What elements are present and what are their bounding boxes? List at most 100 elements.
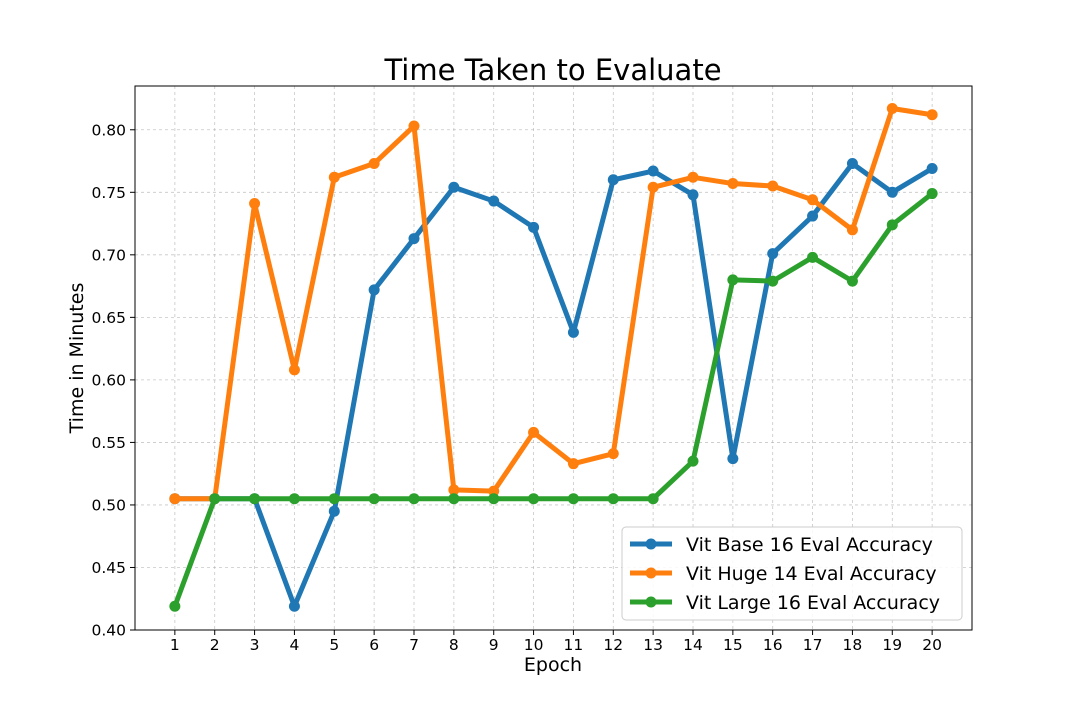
series-line: [172, 191, 935, 609]
legend: Vit Base 16 Eval Accuracy Vit Huge 14 Eva…: [621, 526, 963, 621]
data-point: [727, 274, 739, 286]
data-point: [767, 248, 779, 260]
x-tick-label: 4: [289, 636, 299, 654]
y-tick-label: 0.55: [91, 434, 126, 452]
data-point: [488, 195, 500, 207]
data-point: [647, 493, 659, 505]
x-tick-label: 14: [683, 636, 703, 654]
data-point: [567, 458, 579, 470]
chart-title: Time Taken to Evaluate: [383, 53, 721, 87]
data-point: [926, 163, 938, 175]
legend-marker: [645, 538, 657, 550]
data-point: [328, 493, 340, 505]
data-point: [886, 103, 898, 115]
x-tick-label: 18: [843, 636, 863, 654]
data-point: [567, 326, 579, 338]
series-layer: [169, 103, 938, 612]
x-tick-label: 9: [489, 636, 499, 654]
data-point: [767, 275, 779, 287]
legend-item: Vit Base 16 Eval Accuracy: [630, 534, 933, 556]
data-point: [448, 181, 460, 193]
x-tick-label: 8: [449, 636, 459, 654]
x-tick-label: 2: [210, 636, 220, 654]
x-tick-label: 13: [643, 636, 663, 654]
x-tick-label: 5: [329, 636, 339, 654]
x-tick-label: 10: [524, 636, 544, 654]
y-tick-label: 0.70: [91, 246, 126, 264]
data-point: [408, 233, 420, 245]
series-line: [172, 106, 935, 502]
data-point: [328, 171, 340, 183]
y-axis-label: Time in Minutes: [66, 283, 88, 435]
data-point: [886, 186, 898, 198]
data-point: [528, 426, 540, 438]
x-tick-label: 19: [882, 636, 902, 654]
data-point: [807, 210, 819, 222]
data-point: [846, 224, 858, 236]
x-tick-label: 7: [409, 636, 419, 654]
data-point: [408, 493, 420, 505]
data-point: [846, 158, 858, 170]
data-point: [647, 181, 659, 193]
legend-item: Vit Huge 14 Eval Accuracy: [630, 563, 937, 585]
data-point: [607, 493, 619, 505]
data-point: [687, 171, 699, 183]
legend-label: Vit Large 16 Eval Accuracy: [686, 592, 940, 614]
data-point: [846, 275, 858, 287]
x-tick-label: 6: [369, 636, 379, 654]
series-2: [169, 103, 938, 505]
data-point: [288, 600, 300, 612]
data-point: [328, 505, 340, 517]
data-point: [807, 251, 819, 263]
x-tick-label: 20: [922, 636, 942, 654]
legend-marker: [645, 567, 657, 579]
data-point: [926, 109, 938, 121]
data-point: [448, 493, 460, 505]
series-line: [172, 161, 935, 609]
data-point: [926, 188, 938, 200]
y-tick-label: 0.80: [91, 121, 126, 139]
data-point: [368, 158, 380, 170]
data-point: [528, 493, 540, 505]
x-tick-label: 1: [170, 636, 180, 654]
legend-label: Vit Huge 14 Eval Accuracy: [686, 563, 937, 585]
data-point: [607, 448, 619, 460]
data-point: [687, 455, 699, 467]
data-point: [488, 493, 500, 505]
data-point: [209, 493, 221, 505]
data-point: [288, 364, 300, 376]
data-point: [249, 493, 261, 505]
legend-label: Vit Base 16 Eval Accuracy: [686, 534, 933, 556]
data-point: [368, 284, 380, 296]
x-tick-label: 16: [763, 636, 783, 654]
data-point: [886, 219, 898, 231]
data-point: [528, 221, 540, 233]
x-tick-label: 3: [250, 636, 260, 654]
data-point: [249, 198, 261, 210]
y-tick-label: 0.40: [91, 622, 126, 640]
x-axis: 1 2 3 4 5 6 7 8 9 10 11 12 13 14 15 16 17 18 19 20: [170, 630, 942, 654]
data-point: [368, 493, 380, 505]
series-3: [169, 188, 938, 612]
data-point: [647, 165, 659, 177]
data-point: [727, 453, 739, 465]
y-tick-label: 0.50: [91, 496, 126, 514]
y-tick-label: 0.75: [91, 184, 126, 202]
data-point: [448, 484, 460, 496]
data-point: [408, 120, 420, 132]
series-1: [169, 158, 938, 612]
data-point: [727, 178, 739, 190]
legend-item: Vit Large 16 Eval Accuracy: [630, 592, 940, 614]
data-point: [288, 493, 300, 505]
y-axis: 0.40 0.45 0.50 0.55 0.60 0.65 0.70 0.75 0.80: [91, 121, 135, 640]
x-tick-label: 11: [564, 636, 584, 654]
data-point: [169, 493, 181, 505]
data-point: [607, 174, 619, 186]
x-tick-label: 15: [723, 636, 743, 654]
x-tick-label: 17: [803, 636, 823, 654]
data-point: [687, 189, 699, 201]
data-point: [767, 180, 779, 192]
y-tick-label: 0.60: [91, 371, 126, 389]
y-tick-label: 0.65: [91, 309, 126, 327]
